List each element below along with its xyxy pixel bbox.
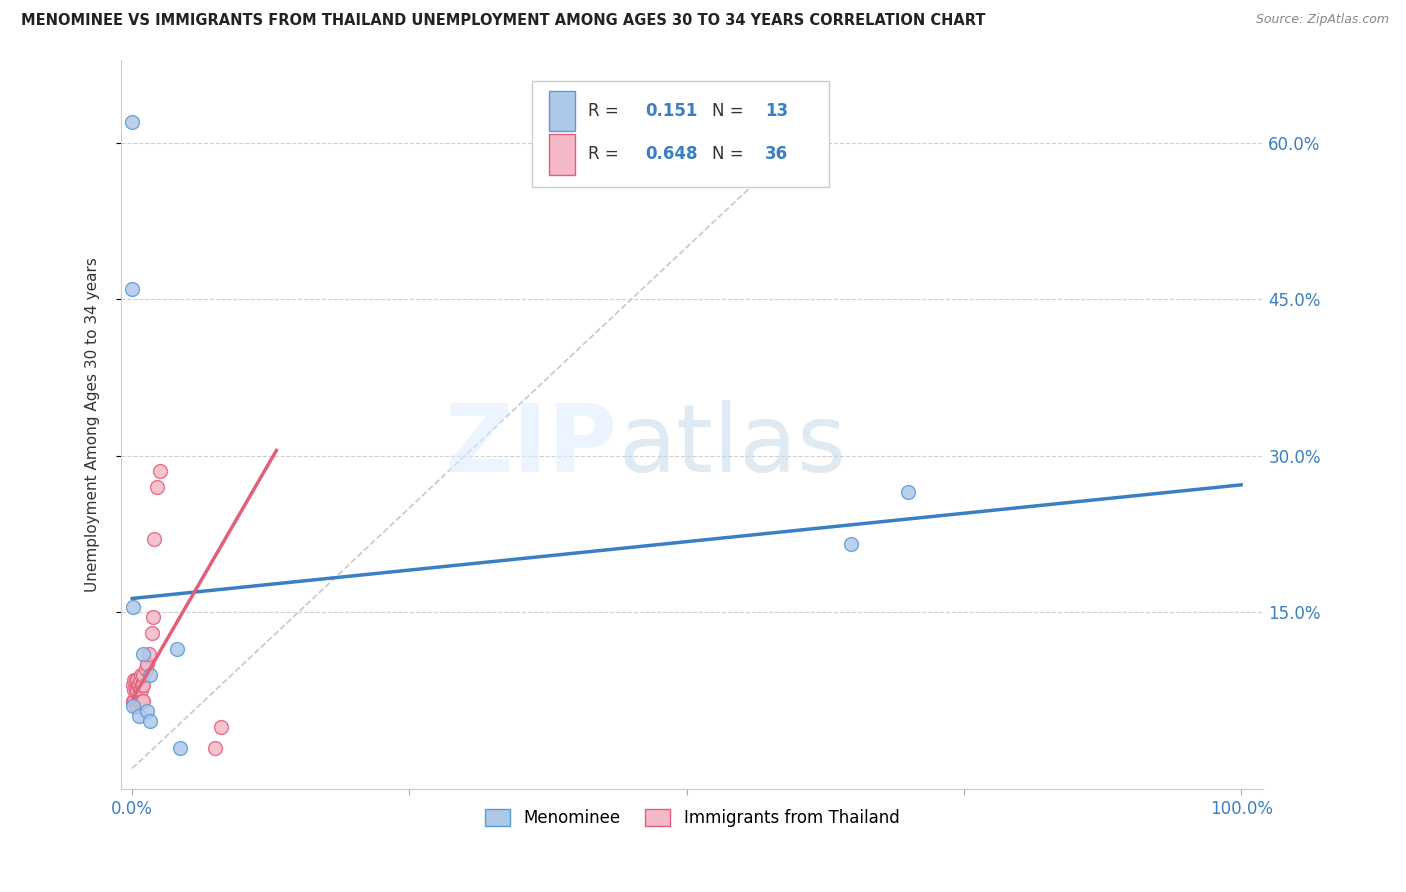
Bar: [550, 91, 575, 131]
Point: [124, 673, 146, 687]
Point: [138, 647, 160, 661]
Text: MENOMINEE VS IMMIGRANTS FROM THAILAND UNEMPLOYMENT AMONG AGES 30 TO 34 YEARS COR: MENOMINEE VS IMMIGRANTS FROM THAILAND UN…: [21, 13, 986, 29]
Point: [142, 610, 165, 624]
Point: [129, 673, 152, 687]
Point: [209, 720, 232, 734]
Point: [132, 693, 155, 707]
Point: [143, 532, 166, 546]
Point: [139, 714, 162, 729]
Point: [124, 683, 146, 698]
Text: Source: ZipAtlas.com: Source: ZipAtlas.com: [1256, 13, 1389, 27]
Point: [129, 693, 152, 707]
Point: [124, 683, 146, 698]
Point: [149, 464, 172, 478]
Point: [839, 537, 862, 551]
Point: [127, 678, 149, 692]
Text: R =: R =: [588, 102, 624, 120]
Point: [122, 678, 145, 692]
Text: 36: 36: [765, 145, 789, 163]
Point: [131, 693, 153, 707]
Point: [124, 693, 146, 707]
Point: [141, 625, 163, 640]
Point: [129, 693, 152, 707]
Legend: Menominee, Immigrants from Thailand: Menominee, Immigrants from Thailand: [477, 801, 908, 836]
Point: [169, 740, 191, 755]
Text: N =: N =: [711, 145, 748, 163]
Point: [121, 115, 143, 129]
Text: R =: R =: [588, 145, 624, 163]
Point: [129, 667, 152, 681]
Text: 0.151: 0.151: [645, 102, 697, 120]
Point: [131, 678, 153, 692]
FancyBboxPatch shape: [533, 81, 830, 187]
Point: [139, 667, 162, 681]
Point: [132, 678, 155, 692]
Point: [128, 678, 150, 692]
Text: 0.648: 0.648: [645, 145, 697, 163]
Bar: [550, 135, 575, 175]
Point: [135, 704, 157, 718]
Point: [122, 698, 145, 713]
Point: [132, 647, 155, 661]
Point: [125, 683, 148, 698]
Point: [129, 683, 152, 698]
Text: 13: 13: [765, 102, 789, 120]
Point: [204, 740, 226, 755]
Point: [121, 282, 143, 296]
Text: N =: N =: [711, 102, 748, 120]
Point: [135, 657, 157, 672]
Point: [166, 641, 188, 656]
Point: [127, 693, 149, 707]
Text: ZIP: ZIP: [446, 401, 619, 492]
Point: [897, 485, 920, 500]
Point: [128, 709, 150, 723]
Point: [122, 693, 145, 707]
Point: [129, 683, 152, 698]
Point: [124, 673, 146, 687]
Point: [125, 698, 148, 713]
Point: [125, 673, 148, 687]
Y-axis label: Unemployment Among Ages 30 to 34 years: Unemployment Among Ages 30 to 34 years: [86, 257, 100, 592]
Point: [132, 667, 155, 681]
Point: [135, 662, 157, 676]
Text: atlas: atlas: [619, 401, 846, 492]
Point: [122, 599, 145, 614]
Point: [128, 693, 150, 707]
Point: [145, 480, 167, 494]
Point: [124, 698, 146, 713]
